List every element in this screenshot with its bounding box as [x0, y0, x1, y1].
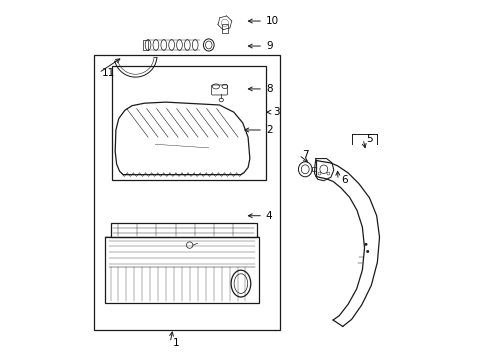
Ellipse shape	[366, 250, 368, 253]
Text: 1: 1	[173, 338, 179, 347]
Bar	[222, 23, 227, 33]
Text: 5: 5	[365, 134, 372, 144]
Bar	[105, 237, 258, 303]
Text: 4: 4	[265, 211, 272, 221]
Bar	[142, 40, 148, 50]
Bar	[112, 66, 265, 180]
Text: 9: 9	[265, 41, 272, 51]
Text: 3: 3	[272, 107, 279, 117]
Text: 7: 7	[301, 150, 307, 160]
Text: 10: 10	[265, 16, 279, 26]
Bar	[311, 167, 315, 171]
Text: 6: 6	[340, 175, 347, 185]
Text: 11: 11	[102, 68, 115, 78]
Ellipse shape	[364, 243, 366, 246]
Text: 2: 2	[265, 125, 272, 135]
Bar	[110, 223, 257, 237]
Text: 8: 8	[265, 84, 272, 94]
Bar	[94, 55, 280, 330]
